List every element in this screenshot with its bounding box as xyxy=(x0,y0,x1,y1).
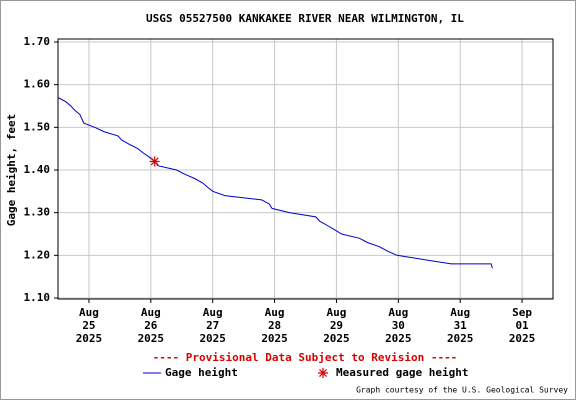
x-tick-label: Aug 29 2025 xyxy=(323,306,350,345)
y-tick-label: 1.50 xyxy=(24,120,51,133)
x-tick-label: Aug 28 2025 xyxy=(261,306,288,345)
plot-border xyxy=(57,38,554,300)
y-tick-label: 1.30 xyxy=(24,206,51,219)
y-tick-label: 1.10 xyxy=(24,291,51,304)
legend-label: Gage height xyxy=(165,366,238,379)
legend-swatch xyxy=(318,368,328,378)
y-tick-label: 1.70 xyxy=(24,35,51,48)
x-tick-label: Aug 31 2025 xyxy=(447,306,474,345)
credit: Graph courtesy of the U.S. Geological Su… xyxy=(356,386,568,395)
y-tick-label: 1.20 xyxy=(24,248,51,261)
x-tick-label: Sep 01 2025 xyxy=(509,306,536,345)
chart-title: USGS 05527500 KANKAKEE RIVER NEAR WILMIN… xyxy=(146,12,464,25)
legend-label: Measured gage height xyxy=(336,366,468,379)
x-tick-label: Aug 26 2025 xyxy=(138,306,165,345)
y-tick-label: 1.40 xyxy=(24,163,51,176)
x-tick-label: Aug 25 2025 xyxy=(76,306,103,345)
x-tick-label: Aug 27 2025 xyxy=(199,306,226,345)
plot-area xyxy=(58,39,553,299)
measurement-marker xyxy=(149,156,160,167)
y-axis-label: Gage height, feet xyxy=(5,114,18,227)
x-tick-label: Aug 30 2025 xyxy=(385,306,412,345)
annotation: ---- Provisional Data Subject to Revisio… xyxy=(153,351,458,364)
gage-line xyxy=(57,97,493,269)
y-tick-label: 1.60 xyxy=(24,78,51,91)
